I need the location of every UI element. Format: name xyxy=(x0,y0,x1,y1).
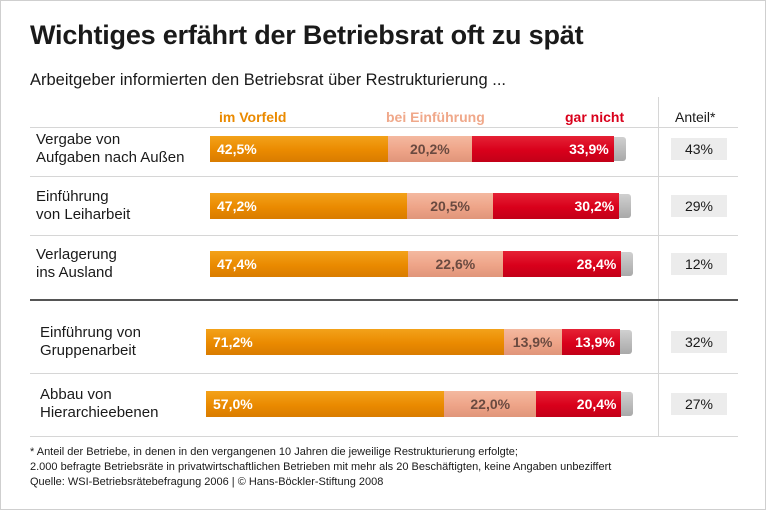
stacked-bar: 47,4% 22,6% 28,4% xyxy=(210,251,634,277)
category-label: Abbau von Hierarchieebenen xyxy=(40,386,158,422)
bar-segment: 47,2% xyxy=(210,193,408,219)
column-divider-bottom xyxy=(658,301,659,436)
group-separator xyxy=(30,299,738,301)
category-label: Einführung von Leiharbeit xyxy=(36,188,130,224)
data-label: 20,2% xyxy=(410,141,450,157)
data-label: 20,5% xyxy=(430,198,470,214)
bar-end-cap xyxy=(621,252,634,276)
data-label: 47,4% xyxy=(217,256,257,272)
data-label: 42,5% xyxy=(217,141,257,157)
category-label-line: Verlagerung xyxy=(36,246,117,263)
column-divider-top xyxy=(658,97,659,299)
data-label: 33,9% xyxy=(569,141,609,157)
row-separator xyxy=(30,235,738,236)
bar-segment: 30,2% xyxy=(492,193,620,219)
category-label-line: Einführung von xyxy=(40,324,141,341)
category-label: Vergabe von Aufgaben nach Außen xyxy=(36,131,184,167)
bar-segment: 13,9% xyxy=(503,329,562,355)
stacked-bar: 47,2% 20,5% 30,2% xyxy=(210,193,632,219)
chart-subtitle: Arbeitgeber informierten den Betriebsrat… xyxy=(30,71,506,89)
row-separator xyxy=(30,127,738,128)
footnote-line: 2.000 befragte Betriebsräte in privatwir… xyxy=(30,461,612,473)
share-value: 29% xyxy=(671,195,727,217)
category-label: Verlagerung ins Ausland xyxy=(36,246,117,282)
data-label: 22,6% xyxy=(435,256,476,272)
category-label-line: ins Ausland xyxy=(36,264,113,281)
bar-segment: 71,2% xyxy=(206,329,504,355)
share-value: 12% xyxy=(671,253,727,275)
category-label-line: Einführung xyxy=(36,188,109,205)
share-column-header: Anteil* xyxy=(675,109,716,125)
footnote: * Anteil der Betriebe, in denen in den v… xyxy=(30,445,611,490)
legend-bei-einfuehrung: bei Einführung xyxy=(386,109,485,125)
bar-segment: 22,0% xyxy=(444,391,537,417)
category-label: Einführung von Gruppenarbeit xyxy=(40,324,141,360)
stacked-bar: 57,0% 22,0% 20,4% xyxy=(206,391,634,417)
row-separator xyxy=(30,436,738,437)
footnote-line: * Anteil der Betriebe, in denen in den v… xyxy=(30,446,518,458)
category-label-line: Aufgaben nach Außen xyxy=(36,149,185,166)
category-label-line: Gruppenarbeit xyxy=(40,342,136,359)
data-label: 28,4% xyxy=(576,256,617,272)
share-value: 43% xyxy=(671,138,727,160)
bar-segment: 42,5% xyxy=(210,136,388,162)
row-separator xyxy=(30,373,738,374)
bar-segment: 33,9% xyxy=(472,136,614,162)
bar-segment: 57,0% xyxy=(206,391,445,417)
data-label: 30,2% xyxy=(574,198,615,214)
chart-title: Wichtiges erfährt der Betriebsrat oft zu… xyxy=(30,20,584,50)
category-label-line: Vergabe von xyxy=(36,131,121,148)
row-separator xyxy=(30,176,738,177)
data-label: 20,4% xyxy=(576,396,617,412)
data-label: 22,0% xyxy=(470,396,511,412)
share-value: 32% xyxy=(671,331,727,353)
bar-end-cap xyxy=(613,137,626,161)
data-label: 71,2% xyxy=(213,334,253,350)
legend-im-vorfeld: im Vorfeld xyxy=(219,109,287,125)
footnote-line: Quelle: WSI-Betriebsrätebefragung 2006 |… xyxy=(30,476,384,488)
bar-end-cap xyxy=(619,194,632,218)
category-label-line: von Leiharbeit xyxy=(36,206,131,223)
bar-segment: 22,6% xyxy=(408,251,503,277)
bar-segment: 20,4% xyxy=(536,391,622,417)
share-value: 27% xyxy=(671,393,727,415)
bar-segment: 20,2% xyxy=(387,136,473,162)
data-label: 57,0% xyxy=(213,396,253,412)
category-label-line: Abbau von xyxy=(40,386,112,403)
bar-segment: 13,9% xyxy=(561,329,620,355)
data-label: 13,9% xyxy=(512,334,553,350)
data-label: 13,9% xyxy=(575,334,615,350)
bar-segment: 47,4% xyxy=(210,251,409,277)
bar-segment: 28,4% xyxy=(502,251,622,277)
category-label-line: Hierarchieebenen xyxy=(40,404,159,421)
stacked-bar: 42,5% 20,2% 33,9% xyxy=(210,136,626,162)
bar-end-cap xyxy=(619,330,632,354)
bar-end-cap xyxy=(621,392,634,416)
stacked-bar: 71,2% 13,9% 13,9% xyxy=(206,329,632,355)
legend-gar-nicht: gar nicht xyxy=(565,109,625,125)
bar-segment: 20,5% xyxy=(407,193,493,219)
data-label: 47,2% xyxy=(217,198,257,214)
